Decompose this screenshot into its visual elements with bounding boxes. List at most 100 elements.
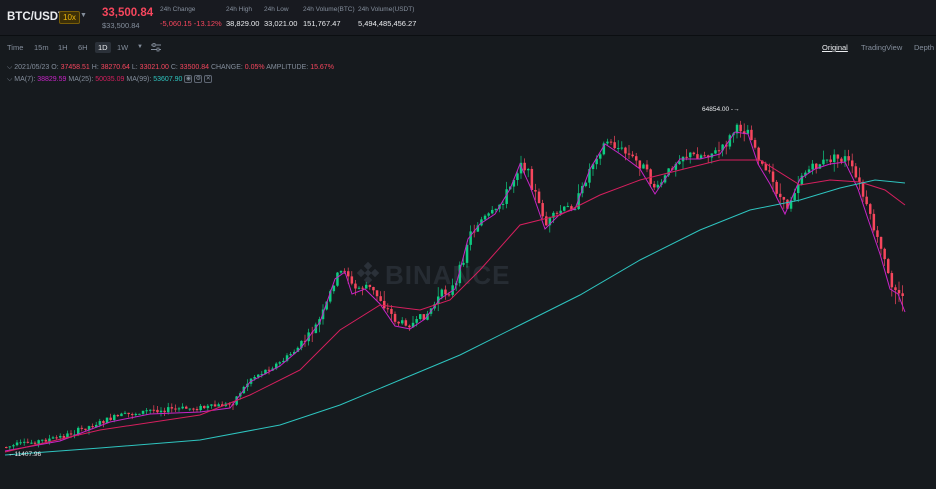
view-depth[interactable]: Depth: [914, 43, 935, 52]
candle-body: [30, 442, 33, 444]
candle-body: [19, 442, 22, 444]
candle-body: [365, 284, 368, 289]
candle-body: [195, 408, 199, 411]
candle-body: [462, 262, 465, 265]
candle-body: [138, 413, 141, 415]
candle-body: [901, 293, 904, 297]
candle-body: [192, 408, 195, 410]
ma7-line: [4, 131, 906, 452]
candle-body: [789, 200, 793, 209]
candle-body: [545, 216, 548, 226]
candle-body: [329, 291, 332, 302]
interval-1h[interactable]: 1H: [58, 43, 68, 52]
candle-body: [829, 159, 832, 163]
candle-body: [771, 171, 775, 182]
watermark: BINANCE: [385, 260, 511, 290]
candle-body: [185, 406, 188, 409]
candle-body: [357, 287, 361, 289]
candle-body: [512, 180, 516, 187]
candle-body: [278, 362, 282, 364]
candle-body: [897, 290, 901, 294]
candle-body: [390, 308, 393, 314]
high-price-label: 64854.00 -→: [702, 106, 740, 113]
candlestick-chart[interactable]: [0, 85, 936, 489]
candle-body: [505, 189, 508, 204]
candle-body: [541, 203, 544, 217]
candle-body: [62, 435, 66, 438]
candle-body: [170, 407, 174, 409]
candle-body: [469, 231, 472, 245]
candle-body: [843, 156, 847, 162]
candle-body: [595, 158, 598, 165]
view-original[interactable]: Original: [822, 43, 848, 52]
interval-6h[interactable]: 6H: [78, 43, 88, 52]
candle-body: [674, 164, 678, 170]
candle-body: [325, 301, 328, 310]
candle-body: [152, 409, 156, 411]
candle-body: [836, 154, 840, 159]
candle-body: [69, 433, 73, 435]
candle-body: [703, 155, 706, 157]
candle-body: [555, 212, 559, 214]
candle-body: [692, 152, 696, 155]
interval-1d[interactable]: 1D: [95, 42, 111, 53]
pair-name[interactable]: BTC/USDT: [7, 11, 66, 23]
candle-body: [206, 405, 210, 409]
candle-body: [559, 210, 562, 214]
candle-body: [48, 438, 51, 442]
candle-body: [350, 276, 354, 284]
visibility-icon[interactable]: ◉: [184, 75, 193, 83]
candle-body: [879, 236, 883, 249]
candle-body: [487, 213, 490, 216]
candle-body: [98, 421, 102, 425]
candle-body: [163, 410, 166, 413]
candle-body: [145, 410, 148, 412]
interval-time[interactable]: Time: [7, 43, 24, 52]
candle-body: [584, 182, 588, 187]
interval-15m[interactable]: 15m: [34, 43, 49, 52]
close-icon[interactable]: ✕: [204, 75, 213, 83]
candle-body: [383, 300, 386, 309]
candle-body: [786, 199, 789, 209]
candle-body: [91, 426, 94, 428]
candle-body: [793, 193, 796, 201]
candle-body: [314, 324, 318, 334]
candle-body: [696, 154, 699, 159]
candle-body: [689, 152, 692, 158]
candle-body: [617, 148, 620, 150]
leverage-badge[interactable]: 10x: [59, 11, 80, 24]
candle-body: [872, 213, 876, 231]
candle-body: [757, 147, 760, 161]
candle-body: [174, 408, 177, 410]
candle-body: [426, 313, 429, 320]
chevron-down-icon[interactable]: ▼: [80, 12, 87, 19]
candle-body: [203, 405, 206, 409]
candle-body: [840, 158, 843, 162]
candle-body: [372, 286, 375, 291]
candle-body: [563, 206, 566, 211]
candle-body: [728, 135, 732, 147]
candle-body: [347, 271, 350, 277]
view-tradingview[interactable]: TradingView: [861, 43, 903, 52]
candle-body: [228, 403, 231, 405]
candle-body: [188, 408, 192, 410]
candle-body: [746, 129, 750, 134]
stat-24h-change: 24h Change -5,060.15 -13.12%: [160, 6, 222, 28]
indicator-settings-icon[interactable]: [151, 43, 161, 54]
candle-body: [343, 270, 346, 272]
candle-body: [437, 296, 440, 305]
interval-1w[interactable]: 1W: [117, 43, 129, 52]
candle-body: [534, 189, 537, 192]
candle-body: [627, 153, 631, 155]
collapse-icon[interactable]: ⌵: [7, 64, 13, 71]
candle-body: [113, 414, 116, 421]
candle-body: [645, 164, 649, 170]
candle-body: [447, 294, 451, 296]
candle-body: [865, 196, 868, 205]
interval-more-icon[interactable]: ▼: [137, 44, 143, 50]
settings-icon[interactable]: ⚙: [194, 75, 203, 83]
ma99-line: [4, 179, 906, 456]
candle-body: [95, 424, 98, 428]
collapse-icon[interactable]: ⌵: [7, 75, 13, 83]
candle-body: [296, 347, 300, 352]
